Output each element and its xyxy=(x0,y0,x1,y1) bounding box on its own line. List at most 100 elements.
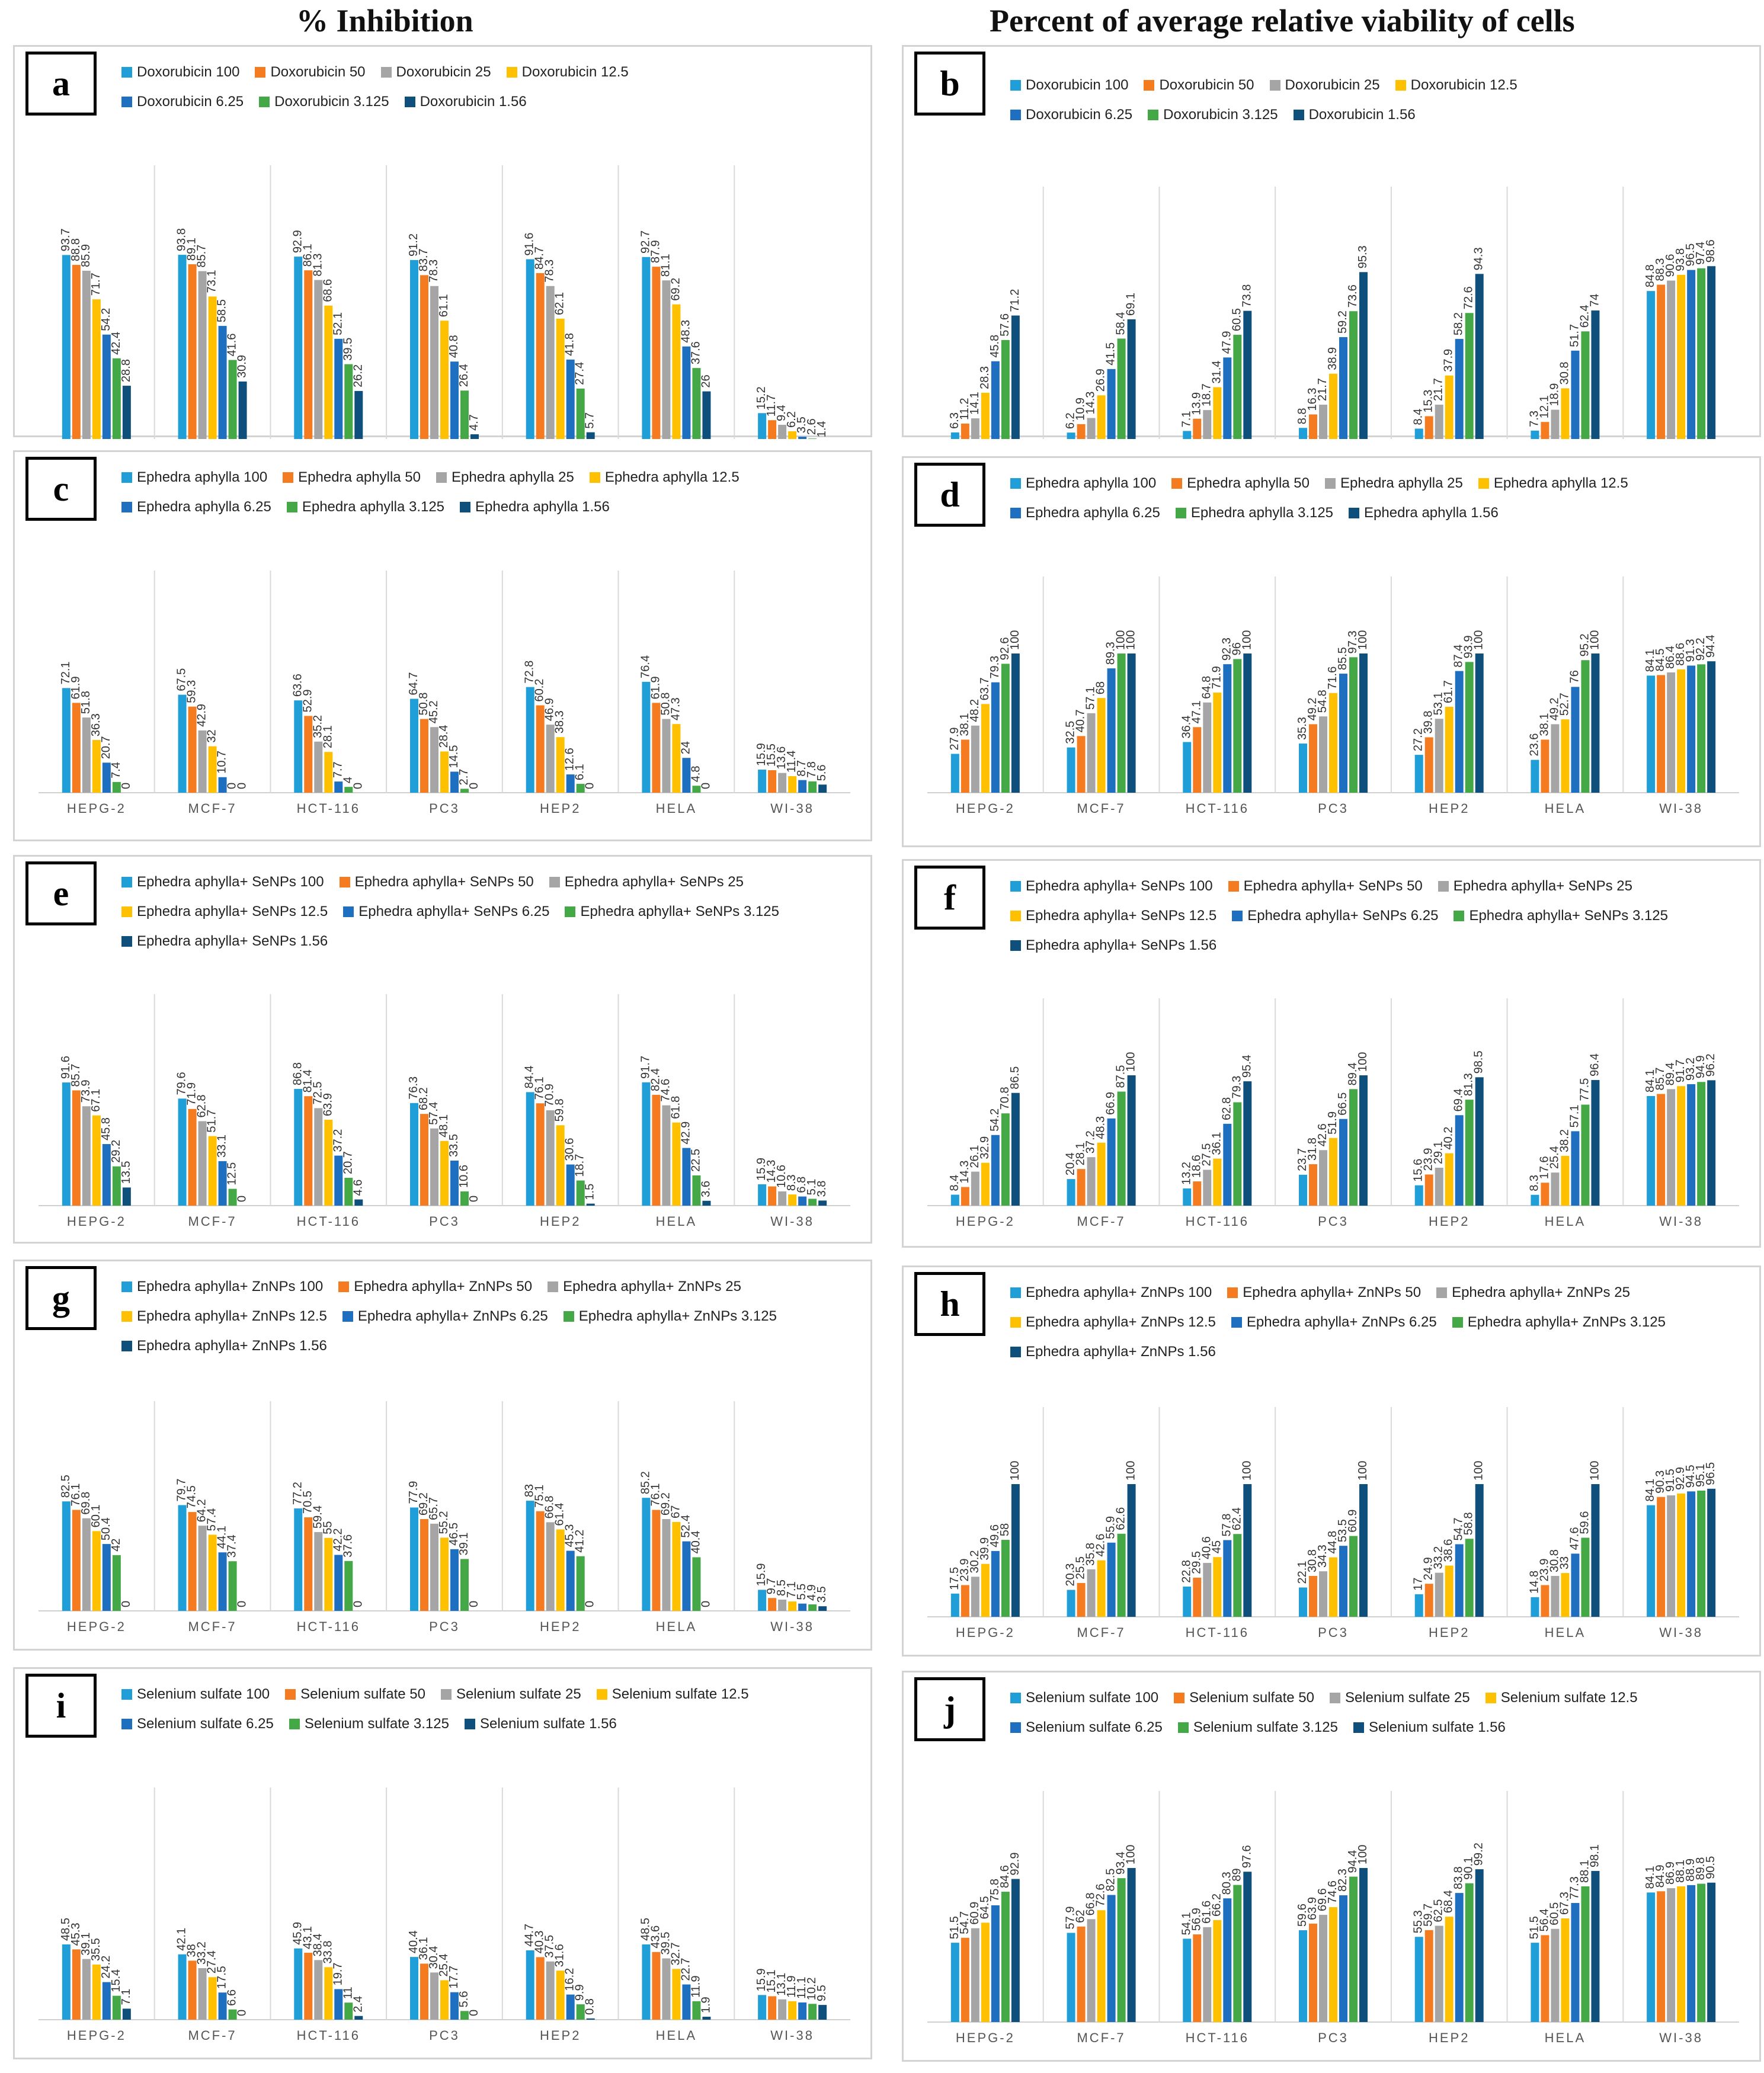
data-label: 45.2 xyxy=(427,700,440,723)
bar xyxy=(72,1090,81,1206)
bar xyxy=(112,1555,121,1611)
data-label: 15.5 xyxy=(765,744,778,767)
legend-item: Doxorubicin 3.125 xyxy=(1148,107,1278,123)
bar xyxy=(526,1501,534,1611)
data-label: 94.9 xyxy=(1694,1055,1707,1078)
bar xyxy=(92,1115,101,1206)
data-label: 77.2 xyxy=(291,1482,304,1505)
bar xyxy=(1359,653,1368,793)
bar xyxy=(1077,424,1086,439)
data-label: 26.4 xyxy=(457,364,470,387)
bar xyxy=(1541,739,1549,793)
data-label: 40.8 xyxy=(447,335,460,358)
data-label: 1.4 xyxy=(815,421,828,437)
bar xyxy=(1117,653,1126,793)
bar xyxy=(1213,693,1222,793)
bar xyxy=(652,1952,661,2020)
data-label: 35.5 xyxy=(89,1938,103,1961)
legend-item: Ephedra aphylla+ SeNPs 50 xyxy=(339,874,534,890)
bar xyxy=(642,681,651,793)
data-label: 95.2 xyxy=(1578,633,1591,656)
bar xyxy=(1667,1888,1676,2022)
bar xyxy=(1309,1923,1317,2022)
legend-label: Selenium sulfate 12.5 xyxy=(1500,1690,1638,1706)
data-label: 57.1 xyxy=(1084,687,1097,710)
data-label: 7.3 xyxy=(1528,411,1541,427)
chart-panel-e: e Ephedra aphylla+ SeNPs 100 Ephedra aphyl… xyxy=(13,855,872,1244)
bar xyxy=(526,1950,534,2020)
bar xyxy=(1541,422,1549,439)
bar xyxy=(1435,405,1443,439)
data-label: 61.1 xyxy=(437,294,450,317)
data-label: 37.2 xyxy=(1084,1130,1097,1154)
legend-label: Ephedra aphylla+ ZnNPs 100 xyxy=(1026,1284,1212,1300)
data-label: 4.9 xyxy=(805,1584,818,1601)
bar xyxy=(672,304,681,439)
data-label: 77.9 xyxy=(407,1481,420,1504)
legend-label: Ephedra aphylla+ SeNPs 50 xyxy=(1243,878,1423,894)
chart-panel-j: j Selenium sulfate 100 Selenium sulfate 50… xyxy=(902,1671,1761,2062)
data-label: 45.3 xyxy=(564,1524,577,1547)
data-label: 30.4 xyxy=(427,1946,440,1969)
bar xyxy=(768,1598,777,1611)
legend-swatch xyxy=(1144,80,1155,91)
data-label: 95.1 xyxy=(1694,1464,1707,1487)
bar xyxy=(440,1537,449,1611)
category-label: PC3 xyxy=(429,1214,460,1229)
data-label: 67 xyxy=(669,1505,682,1518)
bar xyxy=(576,388,585,439)
data-label: 89.4 xyxy=(1664,1062,1677,1085)
bar xyxy=(1571,687,1580,793)
category-label: HCT-116 xyxy=(1186,1625,1249,1640)
bar xyxy=(1203,1563,1212,1617)
bar xyxy=(218,326,227,439)
bar xyxy=(460,1191,469,1206)
data-label: 59.4 xyxy=(311,1505,324,1529)
data-label: 61.4 xyxy=(553,1503,566,1526)
bar xyxy=(950,1593,959,1617)
legend-swatch xyxy=(440,1689,452,1700)
data-label: 52.1 xyxy=(331,312,344,335)
category-label: HCT-116 xyxy=(1186,1214,1249,1229)
category-label: HEP2 xyxy=(1429,2030,1470,2045)
legend-item: Selenium sulfate 12.5 xyxy=(1485,1690,1638,1706)
bar xyxy=(1591,1870,1600,2022)
bar xyxy=(1561,1918,1570,2022)
bar xyxy=(1475,1077,1484,1206)
data-label: 37.6 xyxy=(689,341,702,364)
data-label: 3.8 xyxy=(815,1181,828,1197)
bar xyxy=(950,754,959,793)
data-label: 30.8 xyxy=(1548,1549,1561,1572)
bar xyxy=(354,2016,363,2020)
bar xyxy=(208,1977,217,2020)
data-label: 5.7 xyxy=(584,412,597,429)
data-label: 68.4 xyxy=(1442,1890,1455,1913)
bar xyxy=(1077,1582,1086,1617)
data-label: 48.5 xyxy=(59,1918,72,1941)
bar xyxy=(228,360,237,439)
legend-swatch xyxy=(549,877,560,887)
data-label: 44.8 xyxy=(1326,1531,1339,1554)
bar xyxy=(304,716,313,793)
legend-item: Doxorubicin 100 xyxy=(121,64,239,81)
bar xyxy=(430,1972,438,2020)
bar xyxy=(1359,1868,1368,2022)
data-label: 61.7 xyxy=(1442,680,1455,703)
data-label: 30.2 xyxy=(968,1550,981,1573)
data-label: 72.5 xyxy=(311,1081,324,1104)
data-label: 94.3 xyxy=(1472,247,1486,270)
data-label: 86.8 xyxy=(291,1062,304,1085)
bar xyxy=(1117,338,1126,439)
data-label: 0 xyxy=(351,783,364,789)
bar xyxy=(334,338,343,439)
legend-item: Doxorubicin 50 xyxy=(255,64,366,81)
data-label: 33.1 xyxy=(216,1135,229,1158)
data-label: 37.9 xyxy=(1442,349,1455,372)
legend-swatch xyxy=(1175,508,1186,518)
data-label: 81.4 xyxy=(301,1069,314,1092)
legend-label: Doxorubicin 1.56 xyxy=(420,94,527,110)
bar-chart-i: 48.545.339.135.524.215.47.1HEPG-242.1383… xyxy=(39,1787,850,2043)
data-label: 73.8 xyxy=(1240,284,1253,307)
bar xyxy=(1001,1113,1010,1206)
data-label: 17.6 xyxy=(1538,1156,1551,1179)
